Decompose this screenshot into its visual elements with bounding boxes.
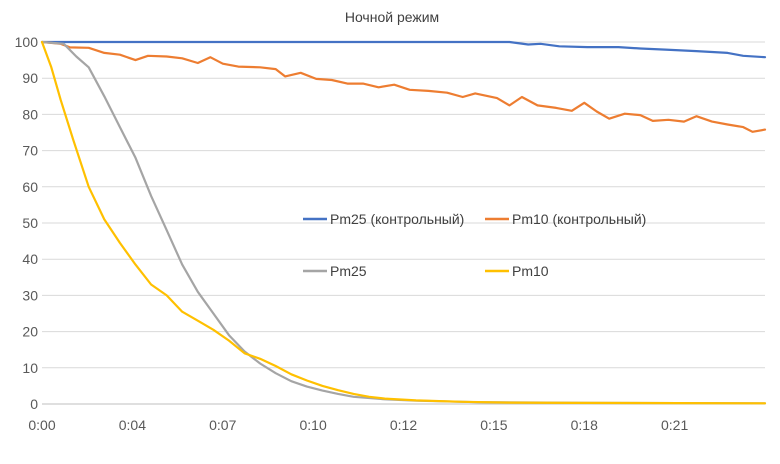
grid-layer (42, 41, 765, 405)
x-tick-label: 0:12 (390, 417, 417, 433)
series-line-pm10 (40, 40, 767, 405)
series-layer (40, 40, 767, 405)
x-tick-label: 0:00 (28, 417, 55, 433)
x-tick-label: 0:07 (209, 417, 236, 433)
legend: Pm25 (контрольный) Pm10 (контрольный) Pm25… (303, 211, 646, 279)
legend-label: Pm10 (512, 263, 549, 279)
series-line-pm10-control (40, 40, 767, 133)
y-tick-label: 10 (22, 360, 38, 376)
series-line-pm25-control (40, 40, 767, 59)
x-tick-label: 0:10 (300, 417, 327, 433)
y-tick-label: 60 (22, 179, 38, 195)
y-tick-label: 20 (22, 324, 38, 340)
y-tick-label: 80 (22, 106, 38, 122)
y-axis-ticks: 0 10 20 30 40 50 60 70 80 90 100 (15, 34, 39, 412)
chart-title: Ночной режим (345, 9, 439, 25)
x-tick-label: 0:21 (661, 417, 688, 433)
x-axis-ticks: 0:00 0:04 0:07 0:10 0:12 0:15 0:18 0:21 (28, 417, 688, 433)
legend-label: Pm25 (330, 263, 367, 279)
x-tick-label: 0:04 (119, 417, 146, 433)
legend-label: Pm10 (контрольный) (512, 211, 646, 227)
y-tick-label: 70 (22, 143, 38, 159)
y-tick-label: 100 (15, 34, 39, 50)
y-tick-label: 30 (22, 287, 38, 303)
legend-label: Pm25 (контрольный) (330, 211, 464, 227)
y-tick-label: 90 (22, 70, 38, 86)
x-tick-label: 0:15 (480, 417, 507, 433)
y-tick-label: 40 (22, 251, 38, 267)
y-tick-label: 50 (22, 215, 38, 231)
y-tick-label: 0 (30, 396, 38, 412)
x-tick-label: 0:18 (571, 417, 598, 433)
